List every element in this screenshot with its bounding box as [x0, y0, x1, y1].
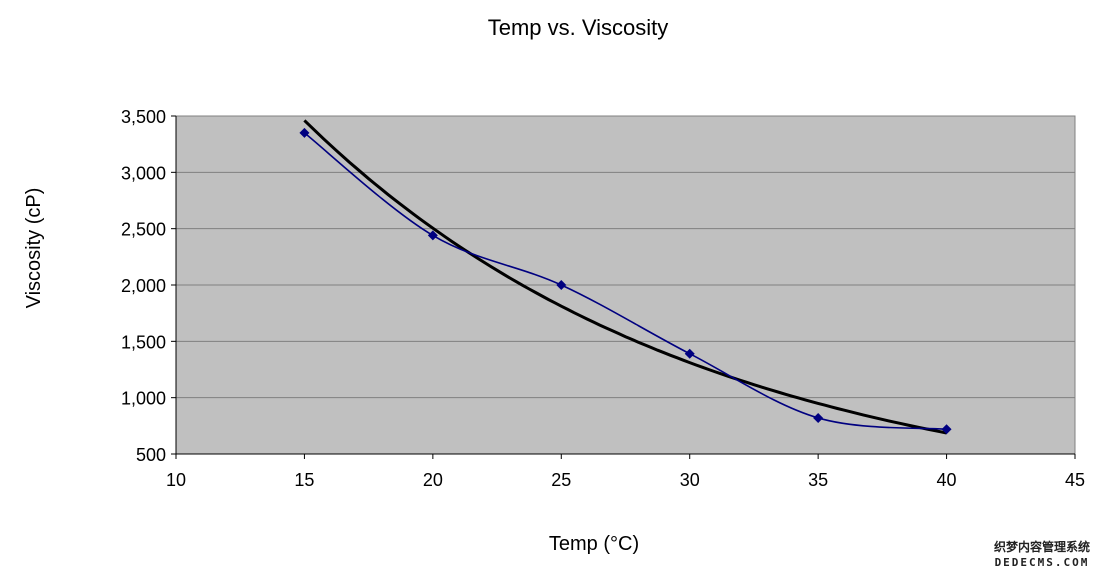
- watermark-line1: 织梦内容管理系统: [993, 540, 1090, 554]
- data-point: [299, 127, 310, 138]
- y-tick-label: 3,000: [121, 163, 166, 183]
- x-tick-label: 10: [166, 470, 186, 490]
- x-tick-label: 35: [808, 470, 828, 490]
- series-line: [303, 132, 947, 431]
- data-point: [556, 280, 567, 290]
- data-point: [813, 412, 824, 423]
- y-tick-label: 500: [136, 445, 166, 465]
- data-point: [427, 230, 438, 241]
- x-tick-label: 25: [551, 470, 571, 490]
- watermark-logo: 织梦内容管理系统 DEDECMS.COM: [988, 540, 1096, 570]
- data-point: [684, 348, 695, 359]
- x-tick-label: 15: [294, 470, 314, 490]
- data-point: [941, 424, 952, 435]
- chart-title: Temp vs. Viscosity: [488, 15, 669, 40]
- x-tick-label: 30: [680, 470, 700, 490]
- y-tick-label: 3,500: [121, 107, 166, 127]
- x-tick-label: 20: [423, 470, 443, 490]
- y-tick-label: 1,500: [121, 332, 166, 352]
- y-tick-label: 1,000: [121, 389, 166, 409]
- x-tick-label: 45: [1065, 470, 1085, 490]
- y-axis-label: Viscosity (cP): [23, 188, 45, 309]
- watermark-line2: DEDECMS.COM: [994, 556, 1090, 569]
- y-tick-label: 2,000: [121, 276, 166, 296]
- x-tick-label: 40: [937, 470, 957, 490]
- y-tick-label: 2,500: [121, 220, 166, 240]
- x-axis-label: Temp (°C): [549, 533, 639, 555]
- trendline: [303, 119, 947, 435]
